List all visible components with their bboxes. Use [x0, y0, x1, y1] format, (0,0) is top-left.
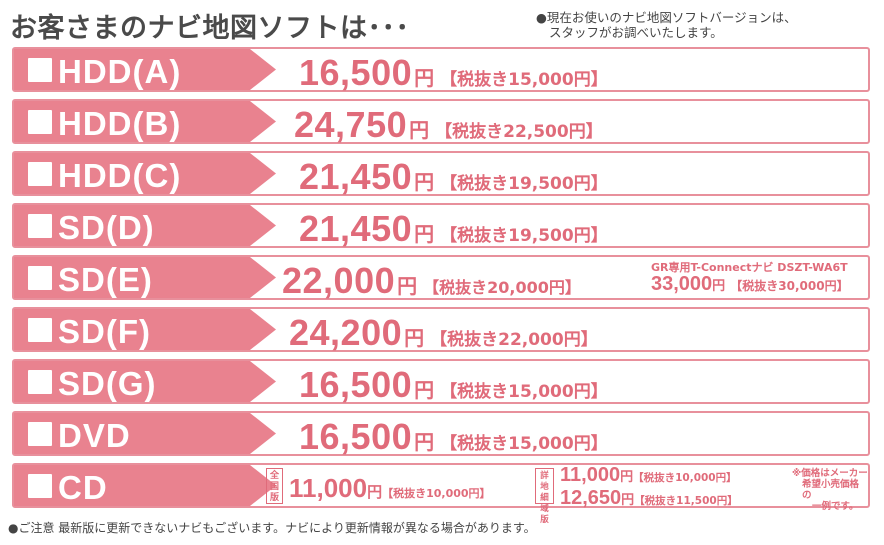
tax-excluded-price: 【税抜き19,500円】: [440, 174, 608, 194]
row-label-box: CD: [14, 465, 276, 506]
gr-tax-excluded-price: 【税抜き30,000円】: [730, 279, 849, 293]
row-label-box: SD(D): [14, 205, 276, 246]
tax-excluded-price: 【税抜き22,500円】: [435, 122, 603, 142]
row-label-box: SD(F): [14, 309, 276, 350]
price-row-cd: CD 全国版 11,000円【税抜き10,000円】 詳地細域版 11,000円…: [12, 463, 870, 525]
price-group: 16,500 円 【税抜き15,000円】: [299, 416, 608, 458]
checkbox[interactable]: [28, 162, 52, 186]
row-label-box: HDD(B): [14, 101, 276, 142]
row-label: CD: [58, 469, 108, 506]
price-value: 24,200: [289, 312, 403, 353]
row-label-box: SD(G): [14, 361, 276, 402]
price-value: 16,500: [299, 416, 413, 457]
row-label: SD(G): [58, 365, 157, 402]
price-value: 11,000: [289, 473, 368, 503]
price-row: SD(D) 21,450 円 【税抜き19,500円】: [12, 203, 870, 250]
page-title: お客さまのナビ地図ソフトは･･･: [10, 13, 410, 44]
checkbox[interactable]: [28, 110, 52, 134]
cd-price-note: ※価格はメーカー 希望小売価格の 一例です。: [792, 468, 868, 512]
price-value: 24,750: [294, 104, 408, 145]
yen-unit: 円: [414, 170, 435, 194]
row-label-box: HDD(A): [14, 49, 276, 90]
cd-detail-prices: 11,000円【税抜き10,000円】 12,650円【税抜き11,500円】: [560, 465, 738, 511]
tax-excluded-price: 【税抜き10,000円】: [633, 472, 737, 484]
row-label: SD(F): [58, 313, 151, 350]
yen-unit: 円: [620, 470, 634, 485]
row-label-box: SD(E): [14, 257, 276, 298]
yen-unit: 円: [397, 274, 418, 298]
tax-excluded-price: 【税抜き11,500円】: [634, 495, 738, 507]
price-group: 22,000 円 【税抜き20,000円】: [282, 260, 581, 302]
tax-excluded-price: 【税抜き20,000円】: [423, 278, 581, 297]
price-value: 16,500: [299, 364, 413, 405]
yen-unit: 円: [409, 118, 430, 142]
gr-price-block: GR専用T-Connectナビ DSZT-WA6T 33,000円 【税抜き30…: [651, 259, 849, 296]
price-row: HDD(B) 24,750 円 【税抜き22,500円】: [12, 99, 870, 146]
price-row: HDD(A) 16,500 円 【税抜き15,000円】: [12, 47, 870, 94]
gr-model-title: GR専用T-Connectナビ DSZT-WA6T: [651, 261, 848, 274]
tax-excluded-price: 【税抜き15,000円】: [440, 434, 608, 454]
price-row: HDD(C) 21,450 円 【税抜き19,500円】: [12, 151, 870, 198]
cd-note-line2: 希望小売価格の: [802, 479, 860, 501]
price-value: 11,000: [560, 464, 621, 486]
row-label: DVD: [58, 417, 131, 454]
price-value: 21,450: [299, 156, 413, 197]
checkbox[interactable]: [28, 318, 52, 342]
yen-unit: 円: [404, 326, 425, 350]
detailed-edition-tag: 詳地細域版: [535, 468, 554, 525]
price-group: 21,450 円 【税抜き19,500円】: [299, 156, 608, 198]
price-value: 21,450: [299, 208, 413, 249]
row-label: HDD(C): [58, 157, 182, 194]
yen-unit: 円: [414, 430, 435, 454]
header-note-line1: ●現在お使いのナビ地図ソフトバージョンは、: [536, 10, 797, 25]
header-note: ●現在お使いのナビ地図ソフトバージョンは、 スタッフがお調べいたします。: [536, 10, 876, 40]
gr-yen-unit: 円: [712, 279, 726, 294]
yen-unit: 円: [367, 483, 383, 501]
footer-notice: ●ご注意 最新版に更新できないナビもございます。ナビにより更新情報が異なる場合が…: [8, 521, 536, 535]
cd-note-line1: ※価格はメーカー: [792, 468, 868, 479]
checkbox[interactable]: [28, 474, 52, 498]
national-edition-tag: 全国版: [266, 468, 283, 504]
row-label: SD(D): [58, 209, 155, 246]
tax-excluded-price: 【税抜き22,000円】: [430, 330, 598, 350]
yen-unit: 円: [414, 66, 435, 90]
yen-unit: 円: [414, 222, 435, 246]
price-group: 16,500 円 【税抜き15,000円】: [299, 364, 608, 406]
price-group: 21,450 円 【税抜き19,500円】: [299, 208, 608, 250]
yen-unit: 円: [621, 493, 635, 508]
header: お客さまのナビ地図ソフトは･･･ ●現在お使いのナビ地図ソフトバージョンは、 ス…: [8, 4, 878, 44]
cd-note-line3: 一例です。: [812, 501, 859, 512]
price-list: HDD(A) 16,500 円 【税抜き15,000円】 HDD(B) 24,7…: [12, 47, 870, 525]
header-note-line2: スタッフがお調べいたします。: [549, 25, 723, 40]
price-group: 16,500 円 【税抜き15,000円】: [299, 52, 608, 94]
row-label: HDD(B): [58, 105, 182, 142]
checkbox[interactable]: [28, 422, 52, 446]
price-value: 16,500: [299, 52, 413, 93]
price-row: SD(F) 24,200 円 【税抜き22,000円】: [12, 307, 870, 354]
tax-excluded-price: 【税抜き10,000円】: [382, 487, 491, 500]
row-label-box: DVD: [14, 413, 276, 454]
yen-unit: 円: [414, 378, 435, 402]
checkbox[interactable]: [28, 266, 52, 290]
row-label-box: HDD(C): [14, 153, 276, 194]
checkbox[interactable]: [28, 58, 52, 82]
price-value: 12,650: [560, 487, 622, 509]
gr-price-value: 33,000: [651, 273, 713, 295]
row-label: SD(E): [58, 261, 153, 298]
cd-national-price: 11,000円【税抜き10,000円】: [289, 473, 491, 504]
price-group: 24,200 円 【税抜き22,000円】: [289, 312, 598, 354]
checkbox[interactable]: [28, 214, 52, 238]
price-value: 22,000: [282, 260, 396, 301]
price-row: SD(E) 22,000 円 【税抜き20,000円】 GR専用T-Connec…: [12, 255, 870, 302]
tax-excluded-price: 【税抜き19,500円】: [440, 226, 608, 246]
price-group: 24,750 円 【税抜き22,500円】: [294, 104, 603, 146]
price-row: SD(G) 16,500 円 【税抜き15,000円】: [12, 359, 870, 406]
checkbox[interactable]: [28, 370, 52, 394]
row-label: HDD(A): [58, 53, 182, 90]
tax-excluded-price: 【税抜き15,000円】: [440, 70, 608, 90]
price-row: DVD 16,500 円 【税抜き15,000円】: [12, 411, 870, 458]
tax-excluded-price: 【税抜き15,000円】: [440, 382, 608, 402]
